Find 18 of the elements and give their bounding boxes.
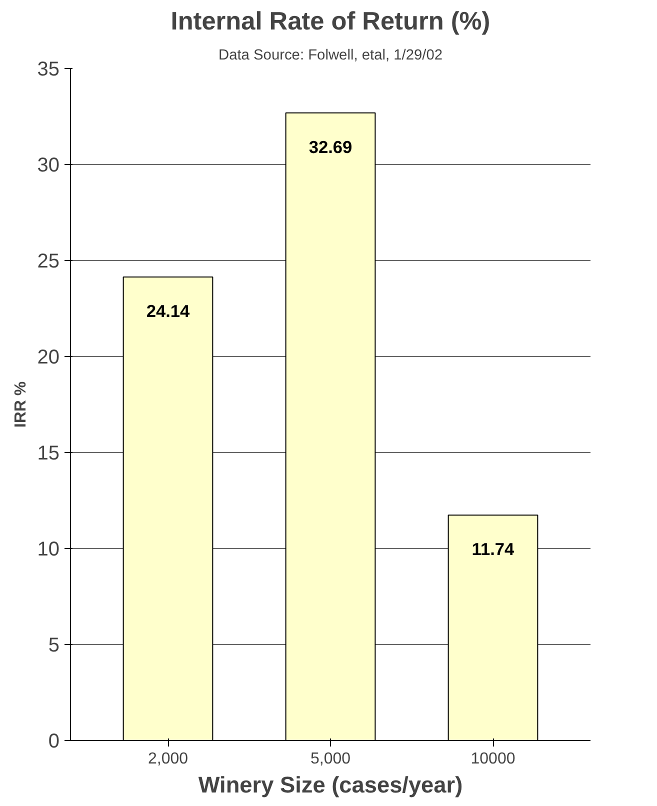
- x-tick-label: 5,000: [310, 750, 351, 768]
- y-axis-title: IRR %: [12, 381, 30, 428]
- x-tick-label: 2,000: [148, 750, 188, 768]
- data-label: 11.74: [472, 539, 515, 560]
- x-tick-label: 10000: [470, 750, 516, 768]
- x-axis-title: Winery Size (cases/year): [198, 772, 463, 798]
- chart-title: Internal Rate of Return (%): [170, 8, 490, 36]
- y-tick-label: 5: [48, 634, 60, 656]
- y-tick-label: 15: [37, 442, 60, 464]
- y-tick-label: 0: [48, 730, 60, 752]
- data-label: 32.69: [308, 136, 352, 157]
- y-tick-label: 20: [37, 346, 60, 368]
- y-tick-label: 10: [37, 538, 60, 560]
- chart-subtitle: Data Source: Folwell, etal, 1/29/02: [218, 48, 443, 64]
- y-tick-label: 30: [37, 154, 60, 176]
- data-label: 24.14: [146, 301, 190, 322]
- y-tick-label: 25: [37, 250, 60, 272]
- y-tick-label: 35: [37, 58, 60, 80]
